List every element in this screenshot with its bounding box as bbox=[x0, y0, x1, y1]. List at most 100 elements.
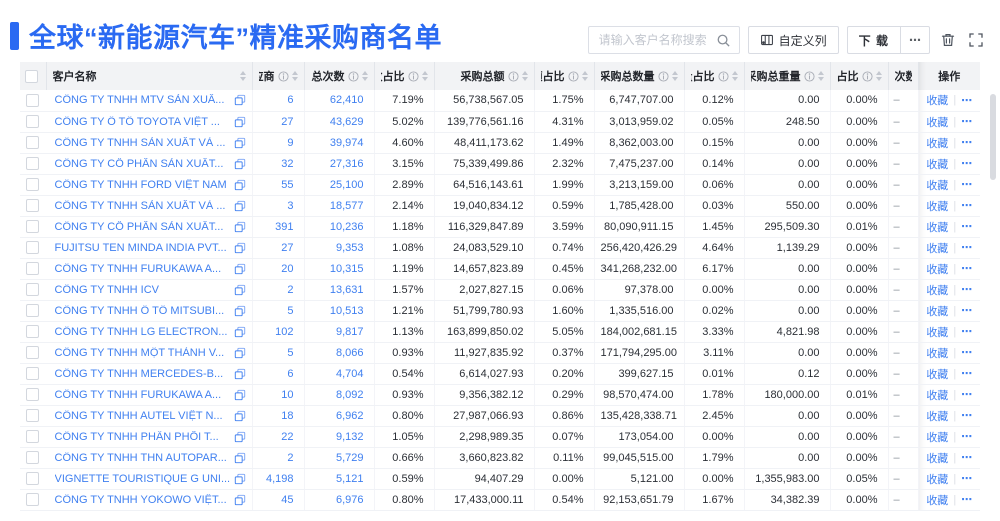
row-checkbox[interactable] bbox=[26, 367, 40, 380]
info-icon[interactable] bbox=[861, 70, 873, 82]
table-row[interactable]: CÔNG TY TNHH MERCEDES-B... 6 4,704 0.54%… bbox=[20, 363, 980, 385]
company-name-link[interactable]: CÔNG TY TNHH THN AUTOPAR... bbox=[54, 451, 227, 464]
row-checkbox[interactable] bbox=[26, 241, 40, 254]
column-header[interactable]: 采购总额 bbox=[434, 62, 535, 90]
favorite-link[interactable]: 收藏 bbox=[926, 452, 949, 465]
company-name-link[interactable]: CÔNG TY TNHH ICV bbox=[54, 283, 160, 296]
company-name-link[interactable]: CÔNG TY TNHH AUTEL VIỆT N... bbox=[54, 409, 223, 422]
favorite-link[interactable]: 收藏 bbox=[926, 473, 949, 486]
row-checkbox[interactable] bbox=[26, 430, 40, 443]
info-icon[interactable] bbox=[717, 70, 729, 82]
company-name-link[interactable]: CÔNG TY TNHH SẢN XUẤT VÀ ... bbox=[54, 199, 226, 212]
sort-control[interactable] bbox=[731, 71, 738, 81]
row-more-link[interactable]: ⋯ bbox=[961, 305, 973, 317]
table-row[interactable]: CÔNG TY TNHH FURUKAWA A... 20 10,315 1.1… bbox=[20, 258, 980, 280]
column-header[interactable]: 次数趋势 bbox=[888, 62, 919, 90]
sort-control[interactable] bbox=[239, 71, 246, 81]
table-row[interactable]: CÔNG TY CỔ PHẦN SẢN XUẤT... 391 10,236 1… bbox=[20, 216, 980, 238]
company-name-link[interactable]: CÔNG TY TNHH FURUKAWA A... bbox=[54, 262, 222, 275]
favorite-link[interactable]: 收藏 bbox=[926, 221, 949, 234]
favorite-link[interactable]: 收藏 bbox=[926, 326, 949, 339]
row-more-link[interactable]: ⋯ bbox=[961, 242, 973, 254]
company-name-link[interactable]: CÔNG TY TNHH LG ELECTRON... bbox=[54, 325, 228, 338]
row-more-link[interactable]: ⋯ bbox=[961, 200, 973, 212]
table-row[interactable]: CÔNG TY TNHH LG ELECTRON... 102 9,817 1.… bbox=[20, 321, 980, 343]
column-header[interactable]: 采购总次数 bbox=[304, 62, 375, 90]
sort-control[interactable] bbox=[581, 71, 588, 81]
customize-columns-button[interactable]: 自定义列 bbox=[747, 26, 839, 54]
company-name-link[interactable]: CÔNG TY TNHH MTV SẢN XUẤ... bbox=[54, 94, 225, 107]
company-name-link[interactable]: VIGNETTE TOURISTIQUE G UNI... bbox=[54, 472, 230, 485]
favorite-link[interactable]: 收藏 bbox=[926, 431, 949, 444]
copy-icon[interactable] bbox=[234, 347, 246, 359]
row-checkbox[interactable] bbox=[26, 283, 40, 296]
fullscreen-button[interactable] bbox=[966, 30, 986, 50]
row-more-link[interactable]: ⋯ bbox=[961, 494, 973, 506]
column-header[interactable]: 采购总数量 bbox=[594, 62, 685, 90]
column-header[interactable]: 采购总重量 bbox=[744, 62, 831, 90]
info-icon[interactable] bbox=[507, 70, 519, 82]
copy-icon[interactable] bbox=[234, 305, 246, 317]
sort-control[interactable] bbox=[361, 71, 368, 81]
table-row[interactable]: CÔNG TY TNHH AUTEL VIỆT N... 18 6,962 0.… bbox=[20, 405, 980, 427]
row-checkbox[interactable] bbox=[26, 93, 40, 107]
favorite-link[interactable]: 收藏 bbox=[926, 200, 949, 213]
row-more-link[interactable]: ⋯ bbox=[961, 137, 973, 149]
copy-icon[interactable] bbox=[234, 452, 246, 464]
table-row[interactable]: CÔNG TY TNHH MỘT THÀNH V... 5 8,066 0.93… bbox=[20, 342, 980, 364]
row-checkbox[interactable] bbox=[26, 178, 40, 191]
info-icon[interactable] bbox=[407, 70, 419, 82]
row-more-link[interactable]: ⋯ bbox=[961, 389, 973, 401]
info-icon[interactable] bbox=[657, 70, 669, 82]
table-row[interactable]: CÔNG TY TNHH PHÂN PHỐI T... 22 9,132 1.0… bbox=[20, 426, 980, 448]
column-header[interactable]: 操作 bbox=[917, 62, 980, 90]
company-name-link[interactable]: FUJITSU TEN MINDA INDIA PVT... bbox=[54, 241, 227, 254]
table-row[interactable]: CÔNG TY Ô TÔ TOYOTA VIỆT ... 27 43,629 5… bbox=[20, 111, 980, 133]
row-checkbox[interactable] bbox=[26, 325, 40, 338]
favorite-link[interactable]: 收藏 bbox=[926, 284, 949, 297]
row-checkbox[interactable] bbox=[26, 199, 40, 212]
copy-icon[interactable] bbox=[234, 158, 246, 170]
vertical-scrollbar-thumb[interactable] bbox=[990, 94, 996, 180]
info-icon[interactable] bbox=[567, 70, 579, 82]
favorite-link[interactable]: 收藏 bbox=[926, 494, 949, 507]
row-checkbox[interactable] bbox=[26, 115, 40, 128]
copy-icon[interactable] bbox=[234, 431, 246, 443]
copy-icon[interactable] bbox=[234, 494, 246, 506]
select-all-checkbox[interactable] bbox=[24, 69, 38, 83]
favorite-link[interactable]: 收藏 bbox=[926, 137, 949, 150]
row-checkbox[interactable] bbox=[26, 262, 40, 275]
row-more-link[interactable]: ⋯ bbox=[961, 221, 973, 233]
row-more-link[interactable]: ⋯ bbox=[961, 263, 973, 275]
row-more-link[interactable]: ⋯ bbox=[961, 473, 973, 485]
more-actions-button[interactable]: ⋯ bbox=[901, 26, 930, 54]
row-more-link[interactable]: ⋯ bbox=[961, 347, 973, 359]
copy-icon[interactable] bbox=[234, 200, 246, 212]
favorite-link[interactable]: 收藏 bbox=[926, 305, 949, 318]
row-checkbox[interactable] bbox=[26, 472, 40, 485]
customer-search-box[interactable] bbox=[587, 26, 740, 54]
favorite-link[interactable]: 收藏 bbox=[926, 179, 949, 192]
table-row[interactable]: CÔNG TY TNHH ICV 2 13,631 1.57% 2,027,82… bbox=[20, 279, 980, 301]
row-checkbox[interactable] bbox=[26, 136, 40, 149]
row-checkbox[interactable] bbox=[26, 451, 40, 464]
row-more-link[interactable]: ⋯ bbox=[961, 94, 973, 107]
company-name-link[interactable]: CÔNG TY TNHH FORD VIỆT NAM bbox=[54, 178, 227, 191]
copy-icon[interactable] bbox=[234, 368, 246, 380]
copy-icon[interactable] bbox=[234, 242, 246, 254]
info-icon[interactable] bbox=[277, 70, 289, 82]
info-icon[interactable] bbox=[803, 70, 815, 82]
copy-icon[interactable] bbox=[234, 221, 246, 233]
row-more-link[interactable]: ⋯ bbox=[961, 452, 973, 464]
table-row[interactable]: CÔNG TY CỔ PHẦN SẢN XUẤT... 32 27,316 3.… bbox=[20, 153, 980, 175]
copy-icon[interactable] bbox=[234, 137, 246, 149]
favorite-link[interactable]: 收藏 bbox=[926, 116, 949, 129]
favorite-link[interactable]: 收藏 bbox=[926, 410, 949, 423]
column-header[interactable]: 客户名称 bbox=[46, 62, 253, 90]
company-name-link[interactable]: CÔNG TY CỔ PHẦN SẢN XUẤT... bbox=[54, 157, 224, 170]
copy-icon[interactable] bbox=[234, 473, 246, 485]
row-checkbox[interactable] bbox=[26, 157, 40, 170]
info-icon[interactable] bbox=[347, 70, 359, 82]
company-name-link[interactable]: CÔNG TY Ô TÔ TOYOTA VIỆT ... bbox=[54, 115, 220, 128]
